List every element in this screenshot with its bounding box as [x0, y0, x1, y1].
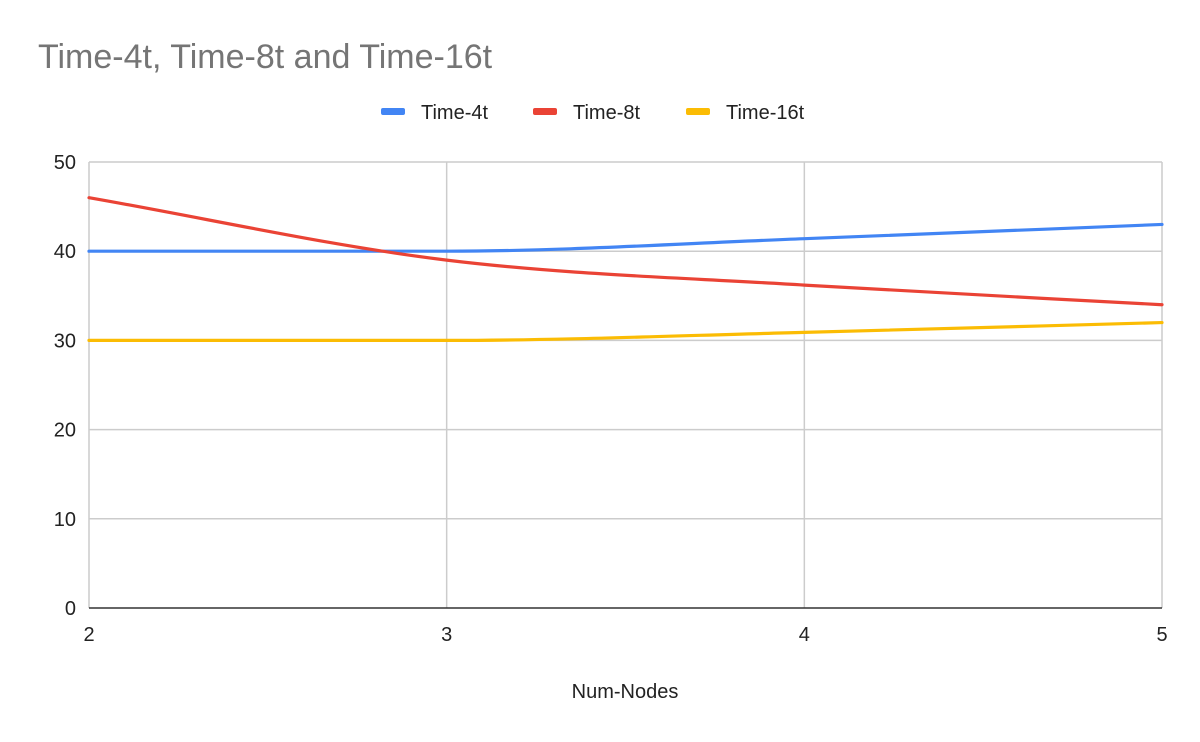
series-line-time-4t [87, 222, 1164, 253]
series-line-time-8t [87, 196, 1164, 307]
y-tick-label: 0 [65, 598, 76, 620]
x-tick-label: 2 [83, 624, 94, 646]
x-tick-label: 4 [799, 624, 810, 646]
legend-swatch [533, 108, 557, 115]
y-tick-label: 40 [54, 241, 76, 263]
y-tick-label: 30 [54, 330, 76, 352]
x-tick-label: 5 [1156, 624, 1167, 646]
legend-item-time-16t[interactable]: Time-16t [686, 102, 805, 124]
x-axis-ticks: 2 3 4 5 [83, 624, 1167, 646]
series-line-time-16t [87, 320, 1164, 343]
series-layer [87, 196, 1164, 343]
legend-label: Time-16t [726, 102, 805, 124]
y-tick-label: 10 [54, 509, 76, 531]
legend-item-time-8t[interactable]: Time-8t [533, 102, 640, 124]
legend-item-time-4t[interactable]: Time-4t [381, 102, 488, 124]
legend-swatch [686, 108, 710, 115]
legend: Time-4t Time-8t Time-16t [381, 102, 805, 124]
legend-label: Time-8t [573, 102, 640, 124]
x-tick-label: 3 [441, 624, 452, 646]
chart-title: Time-4t, Time-8t and Time-16t [38, 38, 493, 76]
x-axis-title: Num-Nodes [572, 681, 679, 703]
y-tick-label: 50 [54, 152, 76, 174]
y-tick-label: 20 [54, 420, 76, 442]
legend-swatch [381, 108, 405, 115]
y-axis-ticks: 0 10 20 30 40 50 [54, 152, 76, 620]
legend-label: Time-4t [421, 102, 488, 124]
